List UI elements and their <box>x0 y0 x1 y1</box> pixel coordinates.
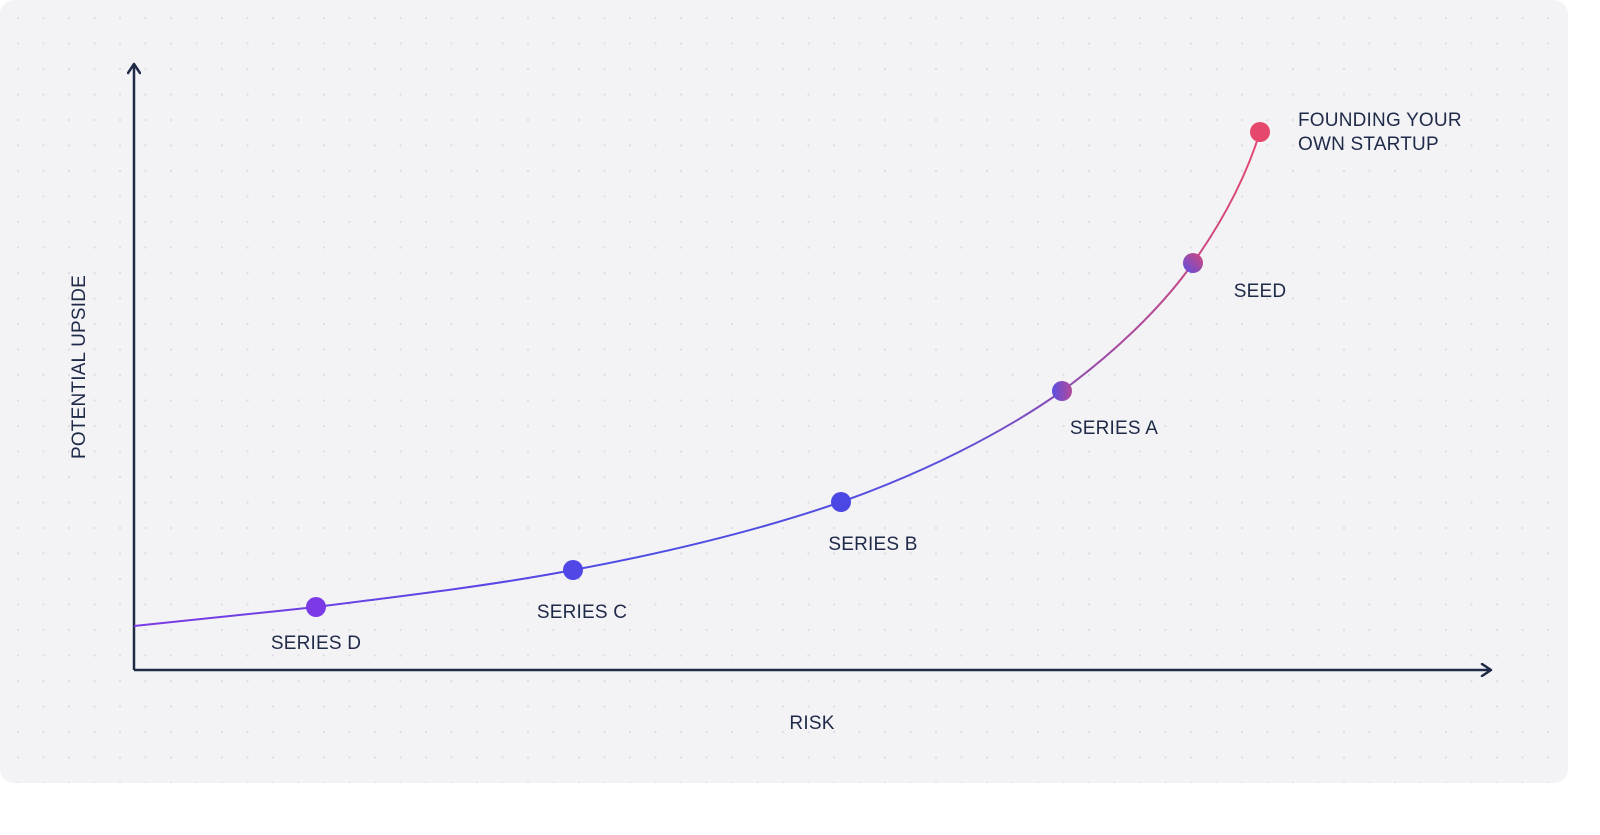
node-label: SERIES C <box>537 602 627 623</box>
node-dot <box>831 492 851 512</box>
dot-grid <box>0 0 1568 783</box>
node-label: SERIES D <box>271 633 361 654</box>
node-label: SEED <box>1234 281 1287 302</box>
x-axis-label: RISK <box>789 713 834 734</box>
node-dot <box>1250 122 1270 142</box>
node-dot <box>563 560 583 580</box>
node-label: FOUNDING YOUR <box>1298 110 1462 131</box>
node-dot <box>1052 381 1072 401</box>
node-dot <box>306 597 326 617</box>
node-dot <box>1183 253 1203 273</box>
node-label: SERIES A <box>1070 418 1158 439</box>
y-axis-label: POTENTIAL UPSIDE <box>69 275 90 459</box>
node-label: SERIES B <box>828 534 917 555</box>
node-label: OWN STARTUP <box>1298 134 1439 155</box>
